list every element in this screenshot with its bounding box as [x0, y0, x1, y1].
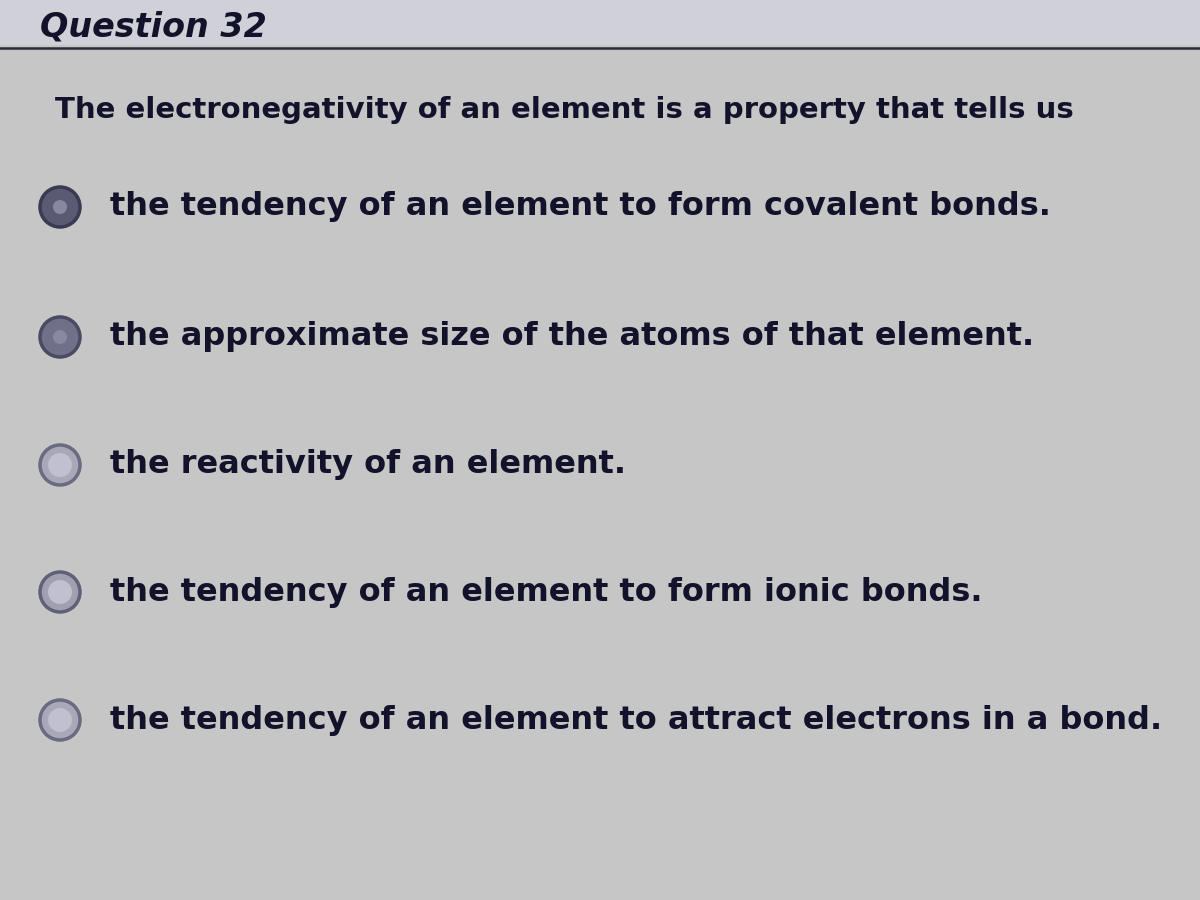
Text: the tendency of an element to form covalent bonds.: the tendency of an element to form coval… [110, 192, 1051, 222]
Text: the tendency of an element to form ionic bonds.: the tendency of an element to form ionic… [110, 577, 983, 608]
Circle shape [40, 445, 80, 485]
Text: the approximate size of the atoms of that element.: the approximate size of the atoms of tha… [110, 321, 1034, 353]
Circle shape [48, 453, 72, 477]
Bar [0, 0, 1200, 45]
Text: the tendency of an element to attract electrons in a bond.: the tendency of an element to attract el… [110, 705, 1162, 735]
Circle shape [40, 572, 80, 612]
Circle shape [53, 200, 67, 214]
Circle shape [48, 708, 72, 732]
Circle shape [40, 317, 80, 357]
Circle shape [40, 187, 80, 227]
Text: The electronegativity of an element is a property that tells us: The electronegativity of an element is a… [55, 96, 1074, 124]
Text: the reactivity of an element.: the reactivity of an element. [110, 449, 626, 481]
Circle shape [40, 700, 80, 740]
Circle shape [48, 580, 72, 604]
Text: Question 32: Question 32 [40, 11, 266, 43]
Circle shape [53, 330, 67, 344]
